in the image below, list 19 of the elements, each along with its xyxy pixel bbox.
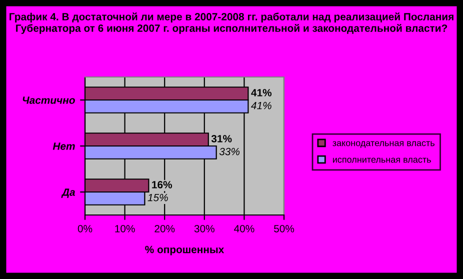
y-tick-label: Частично <box>22 96 75 104</box>
data-label: 33% <box>219 148 240 156</box>
y-tick-label: Нет <box>52 142 75 150</box>
x-axis-title: % опрошенных <box>145 246 224 256</box>
data-label: 41% <box>251 102 272 110</box>
x-tick-label: 20% <box>154 224 175 232</box>
data-label: 16% <box>152 180 172 188</box>
x-tick-label: 50% <box>274 224 294 232</box>
x-tick-label: 0% <box>78 224 92 232</box>
x-tick-label: 10% <box>115 224 135 232</box>
data-label: 31% <box>211 134 232 142</box>
x-tick-label: 30% <box>194 224 214 232</box>
x-tick-label: 40% <box>234 224 254 232</box>
data-label: 15% <box>148 194 168 202</box>
legend-label: законодательная власть <box>332 141 434 148</box>
chart-title: График 4. В достаточной ли мере в 2007-2008 гг. работали над реализацией Послания Губернатора от 6 июня 2007 г. органы исполнительной и законодательной власти? <box>10 12 454 34</box>
legend-label: исполнительная власть <box>333 158 431 163</box>
y-tick-label: Да <box>61 188 75 198</box>
data-label: 41% <box>251 89 272 96</box>
